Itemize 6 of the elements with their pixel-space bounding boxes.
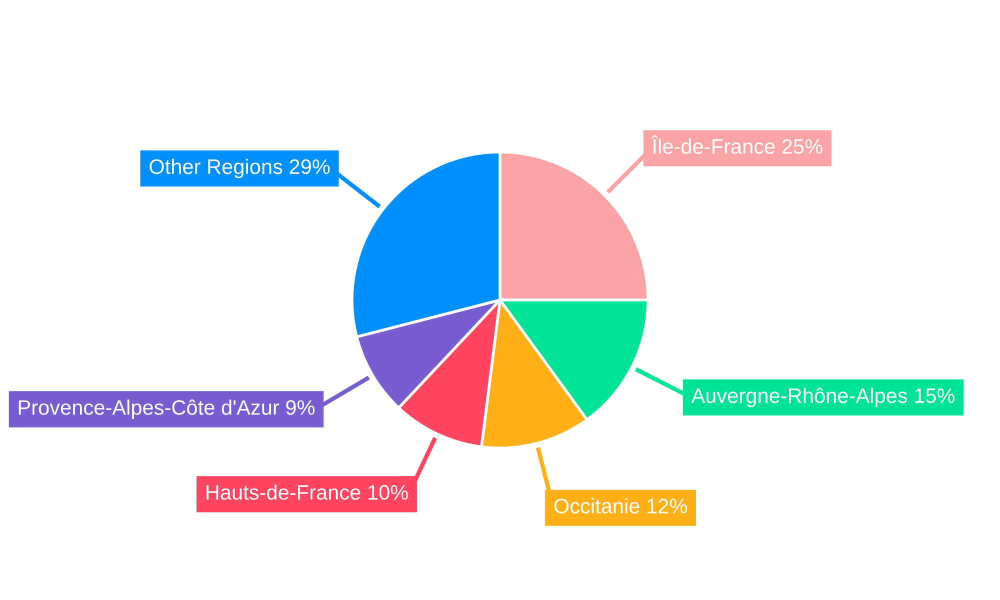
slice-label: Île-de-France 25%	[651, 135, 822, 154]
slice-label: Provence-Alpes-Côte d'Azur 9%	[18, 399, 315, 419]
slice-label: Occitanie 12%	[554, 498, 687, 514]
slice-label: Auvergne-Rhône-Alpes 15%	[691, 388, 955, 408]
slice-label: Hauts-de-France 10%	[206, 484, 408, 500]
slice-label: Other Regions 29%	[150, 158, 330, 178]
